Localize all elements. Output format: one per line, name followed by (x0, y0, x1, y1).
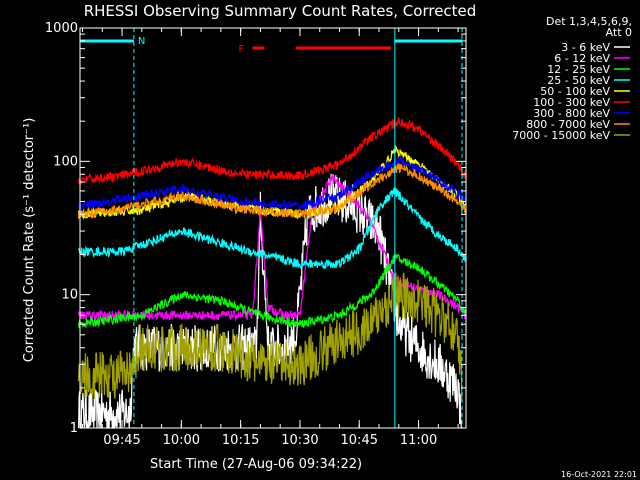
x-tick-label-5: 10:45 (341, 433, 378, 448)
y-tick-label-4: 1000 (45, 21, 78, 36)
legend-entry-3: 12 - 25 keV (547, 63, 610, 76)
y-axis-label: Corrected Count Rate (s⁻¹ detector⁻¹) (22, 118, 37, 363)
y-tick-label-3: 100 (53, 154, 78, 169)
legend-entry-4: 25 - 50 keV (547, 74, 610, 87)
generation-timestamp: 16-Oct-2021 22:01 (561, 470, 637, 479)
x-tick-label-6: 11:00 (400, 433, 437, 448)
y-tick-label-2: 10 (61, 288, 78, 303)
flare-label: F (239, 44, 245, 55)
chart-title: RHESSI Observing Summary Count Rates, Co… (84, 2, 477, 20)
legend-header-1: Det 1,3,4,5,6,9, (546, 15, 632, 28)
series-line-5 (78, 144, 467, 220)
axes: 09:45 10:00 10:15 10:30 10:45 11:00 1 10 100 1000 (45, 21, 467, 448)
series-line-9 (78, 272, 463, 402)
x-tick-label-4: 10:30 (281, 433, 318, 448)
y-tick-label-1: 1 (70, 421, 78, 436)
series-line-7 (78, 155, 467, 211)
x-tick-label-1: 09:45 (103, 433, 140, 448)
legend-entry-2: 6 - 12 keV (554, 52, 610, 65)
legend-entry-1: 3 - 6 keV (561, 41, 610, 54)
x-tick-label-3: 10:15 (222, 433, 259, 448)
x-axis-label: Start Time (27-Aug-06 09:34:22) (150, 457, 362, 472)
series-line-4 (78, 187, 467, 270)
legend-entry-7: 300 - 800 keV (533, 107, 610, 120)
legend-entry-6: 100 - 300 keV (533, 96, 610, 109)
x-tick-label-2: 10:00 (163, 433, 200, 448)
plot-frame (79, 27, 467, 429)
legend-entry-9: 7000 - 15000 keV (512, 129, 610, 142)
plot-area: NF (78, 28, 467, 429)
legend-entry-5: 50 - 100 keV (540, 85, 610, 98)
series-line-6 (78, 117, 467, 185)
night-label: N (138, 36, 145, 47)
legend-header-2: Att 0 (606, 26, 632, 39)
legend-entry-8: 800 - 7000 keV (526, 118, 610, 131)
series-line-8 (78, 163, 467, 219)
series-line-3 (78, 253, 467, 329)
